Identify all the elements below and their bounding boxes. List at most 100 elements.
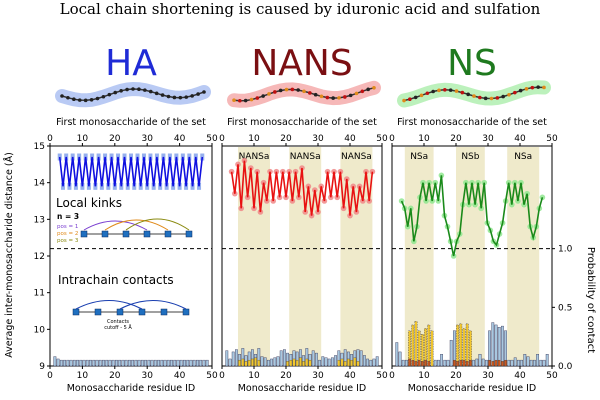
contact-bar	[153, 359, 157, 367]
contact-bar	[485, 359, 488, 367]
top-tick-label: 30	[482, 134, 494, 144]
contact-bar	[494, 324, 498, 367]
contact-bar-secondary	[347, 358, 350, 367]
contact-residue	[72, 308, 80, 316]
distance-point	[369, 168, 376, 175]
n-label: n = 3	[57, 212, 79, 221]
contact-bar	[166, 359, 170, 367]
contact-bar	[270, 358, 273, 367]
contact-bar	[517, 359, 520, 367]
contact-bar	[179, 359, 183, 367]
domain-label: NANSa	[239, 152, 270, 162]
molecule-atom	[354, 91, 359, 96]
contact-bar	[520, 359, 524, 367]
top-tick-label: 20	[109, 134, 121, 144]
contact-bar	[414, 321, 418, 367]
y-tick-label: 14	[34, 179, 46, 189]
contact-bar	[118, 359, 122, 367]
top-xlabel: First monosaccharide of the set	[397, 117, 547, 128]
contact-bar	[144, 359, 147, 367]
contact-bar-secondary	[295, 359, 299, 367]
pos1-label: pos = 1	[57, 224, 78, 230]
contact-bar	[359, 350, 363, 367]
contact-bar	[66, 359, 70, 367]
contact-bar	[160, 359, 164, 367]
molecule-atom	[72, 97, 76, 102]
contact-bar	[440, 354, 443, 367]
bottom-xlabel: Monosaccharide residue ID	[67, 383, 196, 394]
contact-bar	[311, 350, 315, 367]
molecule-atom	[238, 98, 242, 103]
molecule-atom	[478, 95, 482, 100]
distance-line	[58, 156, 204, 187]
prob-tick-label: 0.5	[558, 303, 572, 313]
molecule-atom	[343, 95, 347, 99]
prob-tick-label: 1.0	[558, 245, 573, 255]
top-tick-label: 10	[248, 134, 260, 144]
top-tick-label: 40	[514, 134, 526, 144]
contact-bar	[446, 359, 450, 367]
contact-bar-secondary	[424, 359, 427, 367]
molecule-atom	[413, 95, 418, 100]
contact-bar-secondary	[353, 357, 357, 367]
contact-bar-secondary	[421, 361, 424, 367]
molecule-atom	[278, 88, 283, 93]
domain-label: NSb	[461, 152, 479, 162]
y-tick-label: 10	[34, 325, 46, 335]
top-tick-label: 20	[280, 134, 292, 144]
molecule-atom	[249, 97, 254, 102]
molecule-atom	[77, 98, 82, 102]
contact-bar	[102, 359, 105, 367]
contact-bar	[433, 359, 437, 367]
contact-bar	[478, 354, 482, 367]
contact-bar-secondary	[453, 359, 456, 367]
contact-bar	[475, 358, 479, 367]
molecule-atom	[154, 91, 159, 96]
contact-bar-secondary	[305, 358, 309, 367]
contact-residue	[116, 308, 124, 316]
molecule-atom	[267, 92, 271, 96]
y-tick-label: 15	[34, 142, 45, 152]
contact-bar-secondary	[299, 357, 302, 367]
molecule-atom	[60, 94, 64, 98]
kink-arc	[125, 218, 190, 231]
contact-bar	[526, 356, 530, 367]
contact-bar	[276, 356, 280, 367]
molecule-atom	[302, 89, 306, 94]
x-tick-label: 50	[376, 371, 388, 381]
molecule-atom	[89, 97, 94, 102]
top-tick-label: 10	[418, 134, 430, 144]
contact-bar	[234, 349, 238, 367]
molecule-atom	[125, 87, 129, 92]
x-tick-label: 10	[418, 371, 430, 381]
contact-bar	[545, 354, 549, 367]
contact-bar-secondary	[238, 359, 241, 367]
contact-bar	[372, 358, 376, 367]
contact-bar	[231, 351, 235, 367]
contact-bar-secondary	[501, 361, 504, 367]
molecule-atom	[536, 85, 540, 89]
contact-bar-secondary	[292, 358, 296, 367]
x-tick-label: 40	[344, 371, 356, 381]
molecule-atom	[495, 96, 500, 100]
contact-bar-secondary	[456, 361, 459, 367]
bottom-xlabel: Monosaccharide residue ID	[408, 383, 537, 394]
kink-residue	[185, 230, 193, 238]
contact-bar-secondary	[254, 357, 257, 367]
molecule-atom	[319, 94, 324, 99]
molecule-atom	[331, 96, 335, 100]
molecule-atom	[524, 87, 529, 91]
contact-bar-secondary	[241, 358, 245, 367]
contact-bar-secondary	[504, 359, 507, 367]
contact-bar-secondary	[465, 361, 469, 367]
contact-bar-secondary	[497, 359, 501, 367]
molecule-atom	[273, 90, 277, 94]
contact-bar	[115, 359, 118, 367]
x-tick-label: 40	[514, 371, 526, 381]
molecule-atom	[119, 88, 123, 93]
contact-bar	[529, 359, 533, 367]
contact-bar	[147, 359, 151, 367]
molecule-atom	[190, 94, 194, 98]
contact-bar-secondary	[459, 359, 463, 367]
